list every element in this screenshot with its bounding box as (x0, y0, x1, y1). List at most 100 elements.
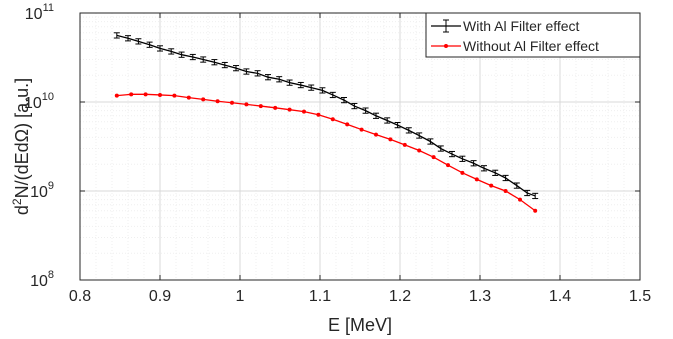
grid (79, 13, 641, 280)
y-axis-label-main: d (12, 205, 32, 215)
data-point-errorbar (373, 112, 379, 119)
data-point-dot (186, 95, 191, 100)
data-point-errorbar (341, 96, 347, 104)
data-point-errorbar (297, 81, 304, 89)
x-tick-label: 1.1 (309, 288, 331, 305)
legend-box (425, 12, 641, 58)
legend-item-with-filter: With Al Filter effect (431, 18, 580, 34)
data-point-errorbar (168, 48, 175, 55)
data-point-dot (172, 93, 177, 98)
legend-errorbar-symbol (431, 19, 461, 33)
data-point-dot (431, 155, 436, 160)
y-tick-label: 1010 (24, 91, 54, 112)
data-point-errorbar (437, 145, 444, 152)
data-point-dot (114, 93, 119, 98)
legend-label-without-filter: Without Al Filter effect (463, 38, 599, 54)
data-point-errorbar (254, 70, 261, 77)
data-point-dot (129, 92, 134, 97)
data-point-errorbar (125, 35, 131, 42)
y-tick-label: 1011 (25, 2, 54, 23)
data-point-errorbar (532, 192, 539, 200)
legend-item-without-filter: Without Al Filter effect (431, 38, 599, 54)
tick-labels: 0.8 0.9 1 1.1 1.2 1.3 1.4 1.5 108 109 1010 1011 (24, 2, 651, 305)
legend-dot (444, 44, 448, 48)
data-point-errorbar (221, 61, 228, 69)
data-point-dot (302, 109, 306, 114)
data-point-errorbar (233, 65, 239, 72)
data-point-errorbar (502, 174, 509, 182)
legend-label-with-filter: With Al Filter effect (463, 18, 580, 34)
data-point-dot (330, 117, 335, 122)
x-tick-label: 1 (236, 288, 245, 305)
series-line (116, 93, 536, 212)
data-point-errorbar (276, 76, 283, 83)
data-point-dot (258, 104, 263, 109)
series-line (116, 34, 536, 197)
data-point-errorbar (405, 127, 412, 134)
data-point-errorbar (243, 68, 250, 75)
data-point-errorbar (157, 45, 163, 52)
data-point-dot (345, 122, 350, 127)
data-point-errorbar (146, 41, 153, 48)
data-point-dot (533, 208, 538, 213)
data-point-dot (489, 183, 494, 188)
data-point-dot (143, 92, 148, 97)
series-without-filter (114, 92, 538, 213)
data-series (113, 32, 539, 213)
y-tick-label: 109 (30, 180, 54, 201)
legend-dot-symbol (431, 44, 461, 48)
data-point-errorbar (416, 132, 423, 139)
data-point-errorbar (113, 32, 120, 39)
data-point-dot (388, 137, 393, 142)
data-point-errorbar (449, 150, 455, 158)
data-point-dot (474, 177, 479, 182)
data-point-errorbar (200, 56, 207, 63)
y-tick-label: 108 (30, 269, 54, 290)
data-point-dot (230, 100, 234, 105)
x-tick-label: 1.2 (389, 288, 411, 305)
data-point-errorbar (319, 87, 326, 94)
data-point-dot (316, 112, 321, 117)
data-point-errorbar (524, 189, 531, 197)
data-point-dot (201, 97, 206, 102)
data-point-errorbar (329, 91, 336, 99)
legend: With Al Filter effect Without Al Filter … (425, 12, 641, 58)
data-point-errorbar (513, 182, 520, 189)
data-point-errorbar (265, 74, 271, 81)
data-point-dot (374, 132, 378, 137)
data-point-dot (158, 92, 162, 97)
x-tick-label: 0.9 (149, 288, 171, 305)
data-point-dot (446, 163, 450, 168)
data-point-errorbar (211, 59, 218, 66)
y-axis-label: d2N/(dEdΩ) [a.u.] (10, 78, 32, 215)
y-axis-label-superscript: 2 (10, 198, 24, 205)
x-axis-label: E [MeV] (328, 315, 392, 335)
data-point-errorbar (351, 102, 358, 110)
x-tick-label: 1.4 (549, 288, 571, 305)
data-point-dot (359, 127, 364, 132)
data-point-dot (287, 107, 292, 112)
data-point-dot (518, 197, 522, 202)
data-point-dot (417, 148, 422, 153)
data-point-errorbar (135, 38, 142, 45)
data-point-dot (244, 102, 249, 107)
data-point-errorbar (470, 160, 477, 167)
series-with-filter (113, 32, 539, 200)
y-axis-label-rest: N/(dEdΩ) [a.u.] (12, 78, 32, 199)
data-point-dot (460, 170, 465, 175)
data-point-errorbar (189, 53, 196, 61)
data-point-errorbar (481, 165, 487, 172)
x-tick-label: 1.5 (629, 288, 651, 305)
data-point-errorbar (308, 84, 315, 91)
data-point-dot (273, 105, 278, 110)
x-tick-label: 1.3 (469, 288, 491, 305)
data-point-errorbar (286, 79, 293, 86)
data-point-dot (215, 99, 220, 104)
plot-frame (79, 12, 641, 281)
data-point-dot (402, 142, 407, 147)
data-point-dot (503, 189, 508, 193)
data-point-errorbar (384, 117, 391, 124)
data-point-errorbar (394, 121, 401, 129)
